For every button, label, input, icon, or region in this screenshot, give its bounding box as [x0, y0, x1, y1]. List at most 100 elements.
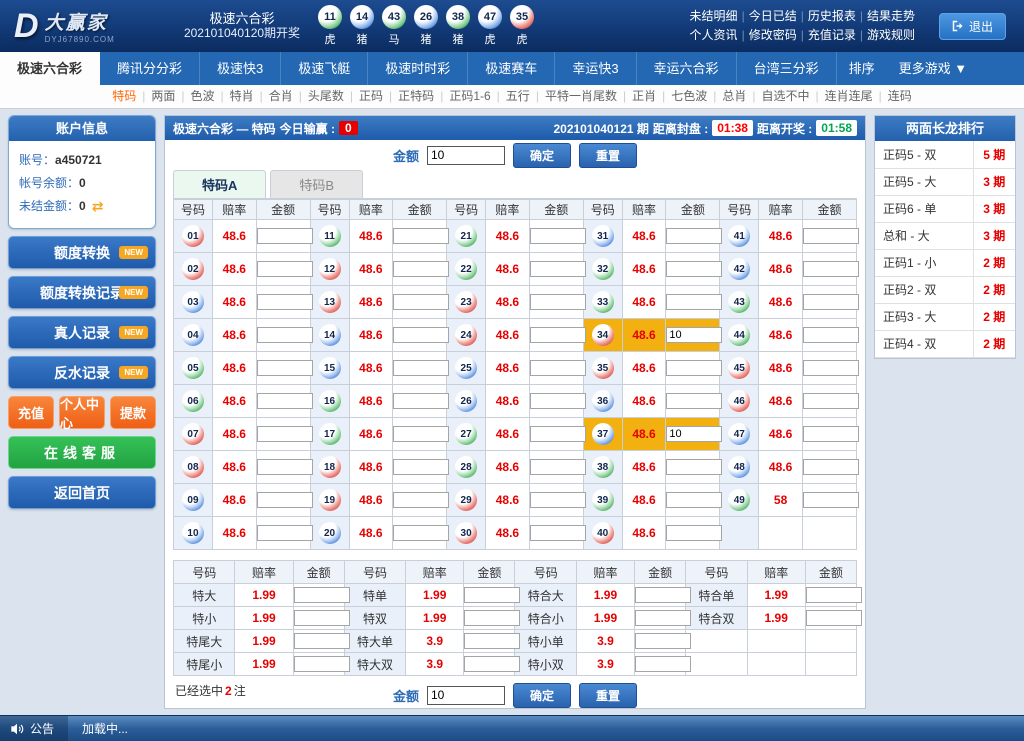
number-cell[interactable]: 01 — [173, 219, 213, 253]
number-cell[interactable]: 18 — [309, 450, 350, 484]
number-cell[interactable]: 39 — [582, 483, 623, 517]
nav-tab[interactable]: 极速快3 — [200, 52, 282, 85]
bet-option-cell[interactable]: 特大单 — [343, 629, 407, 653]
bet-amount-input[interactable] — [393, 360, 450, 376]
header-menu-link[interactable]: 未结明细 — [689, 9, 738, 23]
bet-amount-input[interactable] — [529, 426, 586, 442]
nav-tab[interactable]: 腾讯分分彩 — [100, 52, 201, 85]
bet-tab[interactable]: 特码A — [173, 170, 267, 198]
refresh-icon[interactable]: ⇄ — [91, 198, 104, 214]
back-home-button[interactable]: 返回首页 — [8, 476, 156, 509]
bet-amount-input[interactable] — [293, 610, 350, 626]
play-type-link[interactable]: 正码1-6 — [449, 89, 491, 103]
header-menu-link[interactable]: 结果走势 — [866, 9, 915, 23]
bet-option-cell[interactable]: 特单 — [343, 583, 407, 607]
bet-amount-input[interactable] — [634, 610, 691, 626]
bet-amount-input[interactable] — [256, 360, 313, 376]
bet-amount-input[interactable] — [634, 587, 691, 603]
bet-amount-input[interactable] — [634, 656, 691, 672]
number-cell[interactable]: 08 — [173, 450, 213, 484]
number-cell[interactable]: 06 — [173, 384, 213, 418]
number-cell[interactable]: 34 — [582, 318, 623, 352]
confirm-button[interactable]: 确定 — [512, 142, 571, 168]
number-cell[interactable]: 26 — [446, 384, 487, 418]
nav-tab[interactable]: 极速时时彩 — [368, 52, 469, 85]
play-type-link[interactable]: 特肖 — [229, 89, 254, 103]
sidebar-nav-button[interactable]: 真人记录 NEW — [8, 316, 156, 349]
bet-amount-input[interactable] — [256, 327, 313, 343]
bet-amount-input[interactable] — [666, 327, 723, 343]
bet-amount-input[interactable] — [666, 294, 723, 310]
bet-amount-input[interactable] — [464, 656, 521, 672]
bet-amount-input[interactable] — [529, 360, 586, 376]
number-cell[interactable]: 27 — [446, 417, 487, 451]
bet-amount-input[interactable] — [666, 360, 723, 376]
header-menu-link[interactable]: 个人资讯 — [689, 28, 738, 42]
sidebar-action-button[interactable]: 提款 — [110, 396, 156, 429]
sidebar-action-button[interactable]: 个人中心 — [59, 396, 105, 431]
number-cell[interactable]: 36 — [582, 384, 623, 418]
bet-amount-input[interactable] — [802, 360, 859, 376]
bet-amount-input[interactable] — [529, 492, 586, 508]
number-cell[interactable]: 28 — [446, 450, 487, 484]
number-cell[interactable]: 31 — [582, 219, 623, 253]
bet-amount-input[interactable] — [256, 492, 313, 508]
play-type-link[interactable]: 正码 — [359, 89, 384, 103]
nav-more-games[interactable]: 更多游戏 ▼ — [898, 61, 968, 76]
number-cell[interactable]: 30 — [446, 516, 487, 550]
bet-amount-input[interactable] — [393, 459, 450, 475]
bet-amount-input[interactable] — [256, 261, 313, 277]
bet-option-cell[interactable]: 特合小 — [514, 606, 577, 630]
sidebar-nav-button[interactable]: 反水记录 NEW — [8, 356, 156, 389]
number-cell[interactable]: 03 — [173, 285, 213, 319]
bet-amount-input[interactable] — [666, 228, 723, 244]
number-cell[interactable]: 43 — [719, 285, 760, 319]
number-cell[interactable]: 41 — [719, 219, 760, 253]
number-cell[interactable]: 17 — [309, 417, 350, 451]
bet-option-cell[interactable]: 特合双 — [685, 606, 748, 630]
bet-option-cell[interactable]: 特小单 — [514, 629, 577, 653]
number-cell[interactable]: 22 — [446, 252, 487, 286]
bet-option-cell[interactable]: 特合单 — [685, 583, 748, 607]
bet-amount-input[interactable] — [666, 525, 723, 541]
number-cell[interactable]: 48 — [719, 450, 760, 484]
nav-sort[interactable]: 排序 — [848, 61, 875, 76]
bet-option-cell[interactable]: 特大双 — [343, 652, 407, 676]
number-cell[interactable]: 37 — [582, 417, 623, 451]
number-cell[interactable]: 14 — [309, 318, 350, 352]
number-cell[interactable]: 29 — [446, 483, 487, 517]
bet-option-cell[interactable]: 特合大 — [514, 583, 577, 607]
play-type-link[interactable]: 正肖 — [632, 89, 657, 103]
bet-amount-input[interactable] — [293, 633, 350, 649]
number-cell[interactable]: 20 — [309, 516, 350, 550]
nav-tab[interactable]: 极速赛车 — [468, 52, 556, 85]
number-cell[interactable]: 25 — [446, 351, 487, 385]
bet-option-cell[interactable]: 特小 — [172, 606, 236, 630]
bet-amount-input[interactable] — [805, 587, 862, 603]
play-type-link[interactable]: 连码 — [887, 89, 912, 103]
play-type-link[interactable]: 自选不中 — [761, 89, 810, 103]
number-cell[interactable]: 19 — [309, 483, 350, 517]
number-cell[interactable]: 05 — [173, 351, 213, 385]
bet-amount-input[interactable] — [666, 426, 723, 442]
number-cell[interactable]: 04 — [173, 318, 213, 352]
bet-option-cell[interactable]: 特双 — [343, 606, 407, 630]
number-cell[interactable]: 02 — [173, 252, 213, 286]
nav-tab[interactable]: 极速六合彩 — [0, 52, 101, 85]
play-type-link[interactable]: 头尾数 — [307, 89, 344, 103]
site-logo[interactable]: D 大赢家 DYJ67890.COM — [0, 7, 178, 46]
bet-option-cell[interactable]: 特大 — [172, 583, 236, 607]
bet-amount-input[interactable] — [529, 228, 586, 244]
number-cell[interactable]: 42 — [719, 252, 760, 286]
number-cell[interactable]: 38 — [582, 450, 623, 484]
play-type-link[interactable]: 正特码 — [398, 89, 435, 103]
bet-amount-input[interactable] — [802, 261, 859, 277]
nav-tab[interactable]: 幸运快3 — [555, 52, 637, 85]
bet-amount-input[interactable] — [802, 459, 859, 475]
bet-amount-input[interactable] — [256, 426, 313, 442]
header-menu-link[interactable]: 游戏规则 — [866, 28, 915, 42]
bet-amount-input[interactable] — [393, 393, 450, 409]
number-cell[interactable]: 23 — [446, 285, 487, 319]
amount-input[interactable] — [426, 145, 505, 165]
sidebar-nav-button[interactable]: 额度转换记录 NEW — [8, 276, 156, 309]
